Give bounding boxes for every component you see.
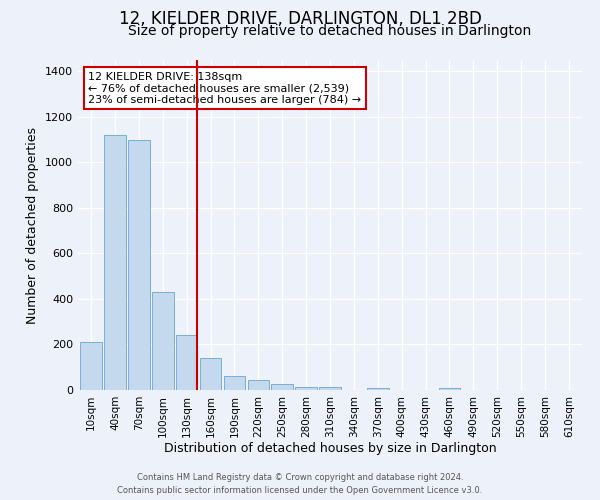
Bar: [248, 380, 269, 390]
Bar: [319, 388, 341, 390]
Bar: [295, 386, 317, 390]
X-axis label: Distribution of detached houses by size in Darlington: Distribution of detached houses by size …: [164, 442, 496, 456]
Bar: [104, 135, 126, 390]
Bar: [176, 336, 197, 390]
Bar: [439, 388, 460, 390]
Bar: [271, 384, 293, 390]
Bar: [80, 342, 102, 390]
Y-axis label: Number of detached properties: Number of detached properties: [26, 126, 40, 324]
Bar: [200, 358, 221, 390]
Bar: [152, 292, 173, 390]
Bar: [367, 388, 389, 390]
Bar: [224, 376, 245, 390]
Text: Contains HM Land Registry data © Crown copyright and database right 2024.
Contai: Contains HM Land Registry data © Crown c…: [118, 474, 482, 495]
Text: 12, KIELDER DRIVE, DARLINGTON, DL1 2BD: 12, KIELDER DRIVE, DARLINGTON, DL1 2BD: [119, 10, 481, 28]
Text: 12 KIELDER DRIVE: 138sqm
← 76% of detached houses are smaller (2,539)
23% of sem: 12 KIELDER DRIVE: 138sqm ← 76% of detach…: [88, 72, 361, 105]
Title: Size of property relative to detached houses in Darlington: Size of property relative to detached ho…: [128, 24, 532, 38]
Bar: [128, 140, 149, 390]
